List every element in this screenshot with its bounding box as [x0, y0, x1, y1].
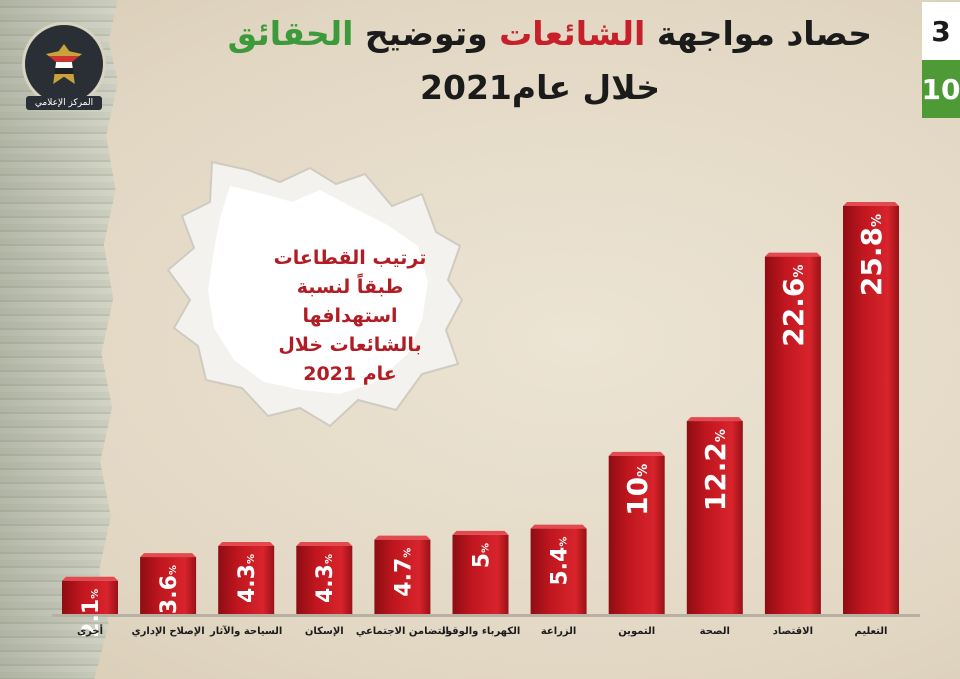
- bar-category-label: الإصلاح الإداري: [132, 626, 205, 637]
- bar-value-label: 25.8%: [855, 214, 888, 296]
- bar-value-unit: %: [636, 464, 651, 477]
- bar-top-face: [218, 542, 275, 546]
- bar-value-number: 10: [621, 477, 654, 516]
- bar: [62, 580, 118, 614]
- bar-value-unit: %: [90, 589, 101, 599]
- bar-value-label: 4.3%: [313, 554, 338, 603]
- bar-value-number: 4.7: [391, 558, 416, 597]
- page-number-total: 10: [922, 60, 960, 118]
- bar-value-label: 12.2%: [699, 429, 732, 511]
- bar-top-face: [608, 451, 665, 456]
- bar: [374, 539, 431, 614]
- bar-value-unit: %: [559, 537, 570, 547]
- bar-value-unit: %: [714, 429, 729, 442]
- bar-value-label: 4.3%: [235, 554, 260, 603]
- bar-top-face: [296, 542, 353, 546]
- bar-category-label: الكهرباء والوقود: [441, 626, 521, 637]
- bar-value-unit: %: [402, 548, 413, 558]
- bar-value-label: 22.6%: [777, 265, 810, 347]
- bar: [608, 455, 665, 614]
- page-subtitle: خلال عام2021: [420, 68, 660, 107]
- bar-value-number: 12.2: [699, 442, 732, 511]
- logo-caption: المركز الإعلامي: [26, 96, 102, 110]
- bar: [843, 206, 899, 614]
- bar-category-label: السياحة والآثار: [209, 625, 282, 637]
- bar-group: 3.6% الإصلاح الإداري: [132, 553, 205, 637]
- torn-newspaper-strip: [0, 0, 118, 679]
- bar-group: 25.8% التعليم: [843, 202, 899, 637]
- title-part-1: حصاد مواجهة: [645, 14, 872, 53]
- bar-category-label: التموين: [618, 626, 655, 637]
- bar-group: 22.6% الاقتصاد: [764, 252, 821, 637]
- callout-line: استهدافها: [302, 305, 398, 327]
- bar-value-number: 5.4: [548, 547, 573, 586]
- bar-top-face: [452, 530, 509, 535]
- bar-value-unit: %: [480, 543, 491, 553]
- bar-group: 2.1%أخرى: [62, 576, 118, 638]
- title-part-facts: الحقائق: [227, 14, 354, 53]
- bar-group: 4.3% الإسكان: [296, 542, 353, 637]
- bar: [296, 546, 353, 614]
- bar-group: 4.7% التضامن الاجتماعي: [356, 535, 449, 637]
- bar-category-label: الاقتصاد: [773, 626, 813, 637]
- bar-top-face: [140, 553, 197, 558]
- callout-line: طبقاً لنسبة: [296, 276, 404, 298]
- torn-paper-hole: [166, 160, 464, 428]
- page-number-current: 3: [922, 2, 960, 60]
- bar-value-unit: %: [168, 565, 179, 575]
- bar-value-number: 4.3: [235, 564, 260, 603]
- bar: [140, 557, 197, 614]
- bar: [530, 528, 587, 614]
- bar-value-label: 2.1%: [79, 589, 104, 638]
- bar-value-number: 3.6: [157, 575, 182, 614]
- bar: [764, 256, 821, 614]
- bar-category-label: الزراعة: [541, 626, 576, 637]
- bar-group: 5% الكهرباء والوقود: [441, 530, 521, 637]
- bar-value-unit: %: [246, 554, 257, 564]
- title-part-rumors: الشائعات: [499, 14, 646, 53]
- bar: [686, 421, 743, 614]
- bar: [218, 546, 275, 614]
- chart-baseline: [52, 614, 920, 617]
- callout-line: عام 2021: [303, 363, 397, 385]
- bar-value-number: 25.8: [855, 227, 888, 296]
- bar-top-face: [764, 252, 821, 257]
- bar-group: 5.4% الزراعة: [530, 524, 587, 637]
- bar-value-label: 10%: [621, 464, 654, 516]
- bar-category-label: التضامن الاجتماعي: [356, 626, 449, 637]
- bar-category-label: الإسكان: [305, 626, 344, 637]
- bar-group: 10% التموين: [608, 451, 665, 637]
- bar-value-label: 4.7%: [391, 548, 416, 597]
- bar-category-label: الصحة: [700, 626, 730, 637]
- bar-group: 12.2% الصحة: [686, 417, 743, 637]
- bar: [452, 534, 509, 614]
- bar-value-unit: %: [792, 265, 807, 278]
- bar-value-number: 4.3: [313, 564, 338, 603]
- bar-value-unit: %: [870, 214, 885, 227]
- callout-line: ترتيب القطاعات: [273, 247, 427, 269]
- bar-value-number: 2.1: [79, 599, 104, 638]
- callout-line: بالشائعات خلال: [278, 334, 422, 356]
- bar-top-face: [374, 535, 431, 540]
- callout-text: ترتيب القطاعات طبقاً لنسبة استهدافها بال…: [262, 244, 438, 389]
- bar-value-label: 5%: [469, 543, 494, 568]
- title-part-3: وتوضيح: [353, 14, 500, 53]
- bar-top-face: [843, 202, 899, 206]
- bar-group: 4.3% السياحة والآثار: [209, 542, 282, 637]
- page-title: حصاد مواجهة الشائعات وتوضيح الحقائق: [228, 14, 872, 53]
- bar-category-label: التعليم: [855, 626, 888, 637]
- bar-value-number: 5: [469, 553, 494, 568]
- ministry-logo: [22, 22, 106, 106]
- bar-top-face: [62, 576, 118, 581]
- bar-value-unit: %: [324, 554, 335, 564]
- bar-value-label: 3.6%: [157, 565, 182, 614]
- bar-category-label: أخرى: [77, 624, 103, 637]
- bar-value-number: 22.6: [777, 278, 810, 347]
- bar-top-face: [530, 524, 587, 529]
- bar-top-face: [686, 417, 743, 422]
- bar-value-label: 5.4%: [548, 537, 573, 586]
